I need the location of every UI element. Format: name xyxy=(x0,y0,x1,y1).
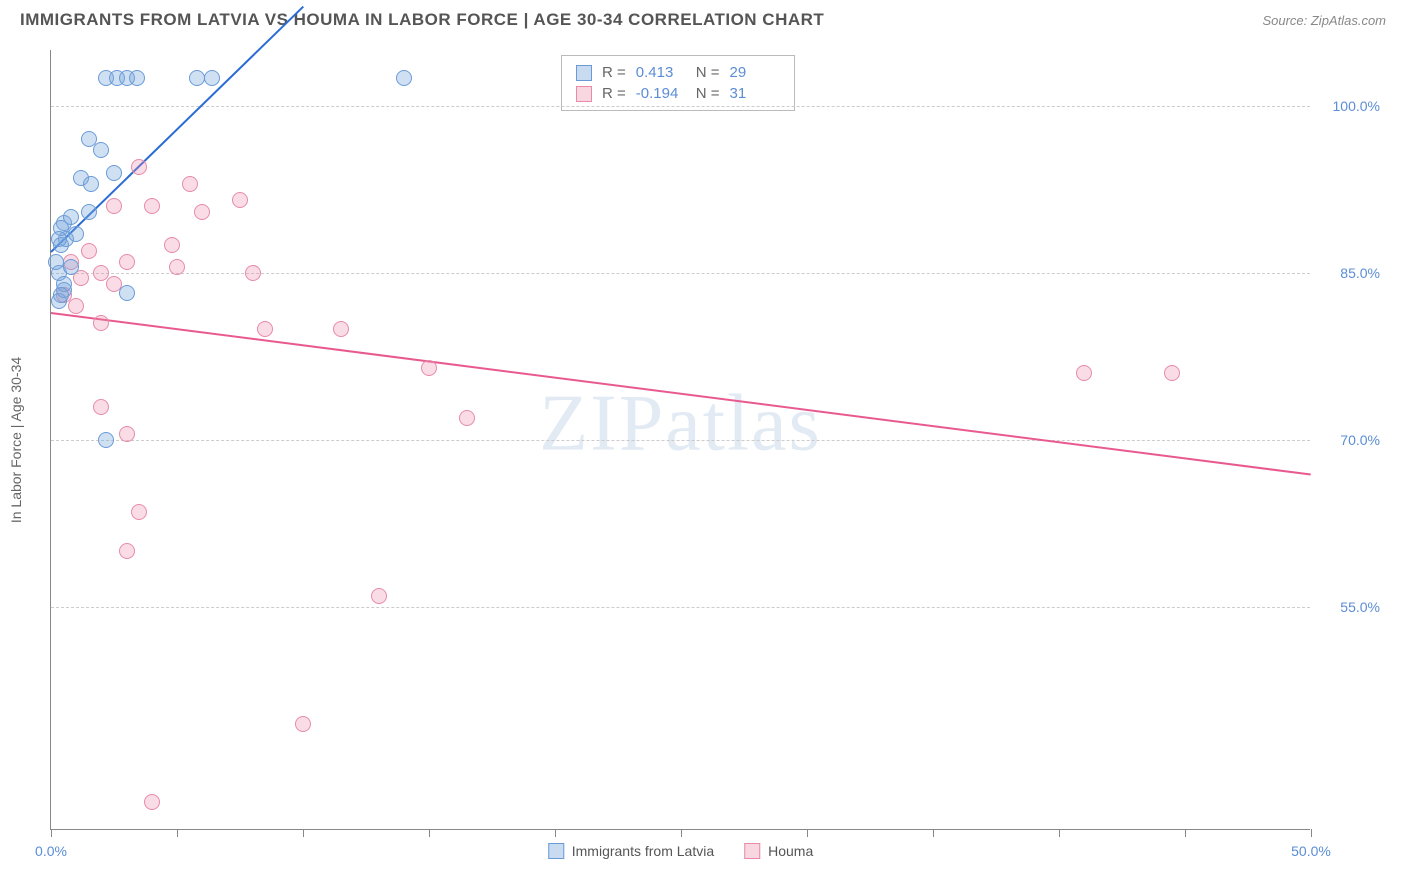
data-point xyxy=(93,142,109,158)
data-point xyxy=(232,192,248,208)
x-tick xyxy=(933,829,934,837)
data-point xyxy=(106,165,122,181)
r-label: R = xyxy=(602,64,626,81)
chart-title: IMMIGRANTS FROM LATVIA VS HOUMA IN LABOR… xyxy=(20,10,824,30)
data-point xyxy=(119,285,135,301)
r-value-a: 0.413 xyxy=(636,64,686,81)
x-tick xyxy=(1311,829,1312,837)
swatch-a-icon xyxy=(548,843,564,859)
data-point xyxy=(182,176,198,192)
data-point xyxy=(1076,365,1092,381)
data-point xyxy=(459,410,475,426)
data-point xyxy=(204,70,220,86)
data-point xyxy=(333,321,349,337)
data-point xyxy=(131,159,147,175)
swatch-b-icon xyxy=(744,843,760,859)
data-point xyxy=(63,259,79,275)
data-point xyxy=(81,243,97,259)
data-point xyxy=(164,237,180,253)
swatch-a-icon xyxy=(576,65,592,81)
data-point xyxy=(144,198,160,214)
gridline-h xyxy=(51,607,1310,608)
r-label: R = xyxy=(602,85,626,102)
data-point xyxy=(169,259,185,275)
trend-line xyxy=(51,312,1311,476)
chart-header: IMMIGRANTS FROM LATVIA VS HOUMA IN LABOR… xyxy=(0,0,1406,44)
data-point xyxy=(129,70,145,86)
n-value-a: 29 xyxy=(730,64,780,81)
x-tick xyxy=(1059,829,1060,837)
data-point xyxy=(83,176,99,192)
legend-stats-box: R = 0.413 N = 29 R = -0.194 N = 31 xyxy=(561,55,795,111)
legend-label-b: Houma xyxy=(768,843,813,859)
data-point xyxy=(371,588,387,604)
y-axis-label: In Labor Force | Age 30-34 xyxy=(8,356,24,522)
data-point xyxy=(81,131,97,147)
data-point xyxy=(98,432,114,448)
data-point xyxy=(189,70,205,86)
data-point xyxy=(68,226,84,242)
swatch-b-icon xyxy=(576,86,592,102)
data-point xyxy=(53,287,69,303)
data-point xyxy=(131,504,147,520)
y-tick-label: 85.0% xyxy=(1320,265,1380,281)
data-point xyxy=(396,70,412,86)
bottom-legend: Immigrants from Latvia Houma xyxy=(548,843,814,859)
data-point xyxy=(119,543,135,559)
x-tick xyxy=(429,829,430,837)
x-tick-label: 50.0% xyxy=(1291,843,1331,859)
n-label: N = xyxy=(696,64,720,81)
data-point xyxy=(81,204,97,220)
x-tick xyxy=(177,829,178,837)
legend-label-a: Immigrants from Latvia xyxy=(572,843,714,859)
data-point xyxy=(93,315,109,331)
n-value-b: 31 xyxy=(730,85,780,102)
y-tick-label: 100.0% xyxy=(1320,98,1380,114)
data-point xyxy=(245,265,261,281)
data-point xyxy=(144,794,160,810)
data-point xyxy=(106,198,122,214)
x-tick xyxy=(51,829,52,837)
data-point xyxy=(93,399,109,415)
gridline-h xyxy=(51,106,1310,107)
x-tick xyxy=(303,829,304,837)
legend-item-b: Houma xyxy=(744,843,813,859)
x-tick xyxy=(1185,829,1186,837)
data-point xyxy=(68,298,84,314)
x-tick xyxy=(555,829,556,837)
plot-region: ZIPatlas In Labor Force | Age 30-34 R = … xyxy=(50,50,1310,830)
data-point xyxy=(48,254,64,270)
data-point xyxy=(194,204,210,220)
x-tick xyxy=(681,829,682,837)
chart-area: ZIPatlas In Labor Force | Age 30-34 R = … xyxy=(50,50,1390,840)
data-point xyxy=(119,254,135,270)
data-point xyxy=(421,360,437,376)
x-tick xyxy=(807,829,808,837)
legend-stats-row-a: R = 0.413 N = 29 xyxy=(576,62,780,83)
data-point xyxy=(257,321,273,337)
gridline-h xyxy=(51,273,1310,274)
n-label: N = xyxy=(696,85,720,102)
y-tick-label: 55.0% xyxy=(1320,599,1380,615)
source-label: Source: ZipAtlas.com xyxy=(1262,13,1386,28)
data-point xyxy=(1164,365,1180,381)
data-point xyxy=(295,716,311,732)
data-point xyxy=(119,426,135,442)
data-point xyxy=(51,231,67,247)
legend-item-a: Immigrants from Latvia xyxy=(548,843,714,859)
y-tick-label: 70.0% xyxy=(1320,432,1380,448)
x-tick-label: 0.0% xyxy=(35,843,67,859)
r-value-b: -0.194 xyxy=(636,85,686,102)
gridline-h xyxy=(51,440,1310,441)
legend-stats-row-b: R = -0.194 N = 31 xyxy=(576,83,780,104)
